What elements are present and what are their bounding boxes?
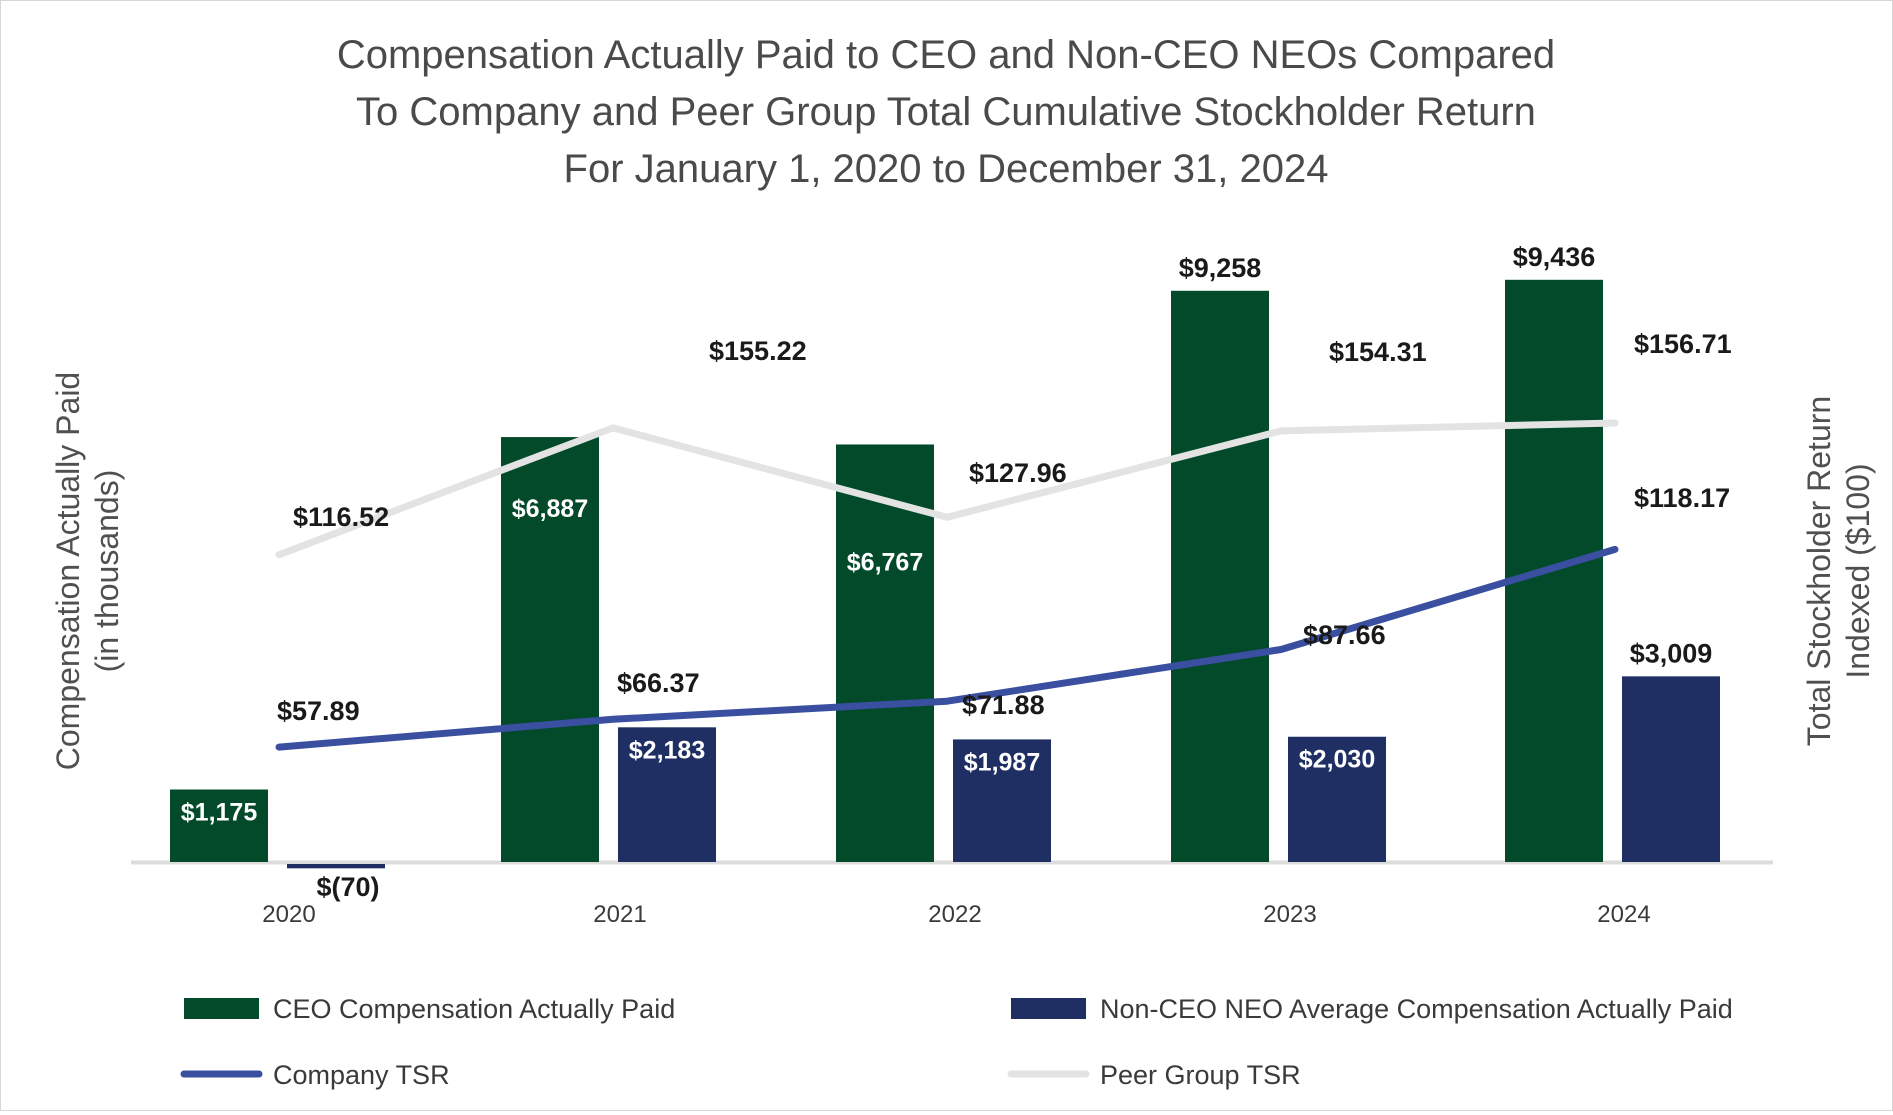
bar-label-neo-2023: $2,030	[1299, 746, 1375, 774]
peer-tsr-label-2024: $156.71	[1634, 329, 1732, 359]
bar-neo-2022	[953, 739, 1051, 862]
bar-label-ceo-2020: $1,175	[181, 799, 258, 827]
bar-neo-2021	[618, 727, 716, 862]
x-tick-2020: 2020	[262, 901, 315, 928]
title-line-3: For January 1, 2020 to December 31, 2024	[564, 147, 1329, 191]
peer-group-tsr-line	[275, 419, 1619, 559]
company-tsr-label-2021: $66.37	[617, 668, 700, 698]
peer-tsr-label-2022: $127.96	[969, 458, 1067, 488]
bar-neo-2023	[1288, 736, 1386, 862]
bar-label-ceo-2022: $6,767	[847, 548, 923, 576]
bar-ceo-2022	[836, 444, 934, 862]
legend-neo-compensation-swatch	[1011, 998, 1086, 1019]
bar-label-ceo-2024: $9,436	[1513, 242, 1596, 272]
bar-neo-2024	[1622, 676, 1720, 862]
legend-ceo-compensation-swatch	[184, 998, 259, 1019]
legend: CEO Compensation Actually Paid Non-CEO NE…	[180, 994, 1733, 1090]
y2-axis-title-line-1: Total Stockholder Return	[1801, 396, 1837, 746]
bar-label-ceo-2021: $6,887	[512, 495, 588, 523]
bar-ceo-2023	[1171, 290, 1269, 863]
company-tsr-line	[275, 545, 1619, 751]
y2-axis-title-line-2: Indexed ($100)	[1840, 463, 1876, 678]
company-tsr-label-2023: $87.66	[1303, 620, 1386, 650]
x-tick-2023: 2023	[1263, 901, 1316, 928]
title-line-2: To Company and Peer Group Total Cumulati…	[356, 90, 1536, 134]
company-tsr-label-2022: $71.88	[962, 690, 1045, 720]
legend-company-tsr-text: Company TSR	[273, 1060, 450, 1090]
y-axis-title-line-2: (in thousands)	[89, 470, 125, 673]
legend-peer-group-tsr-text: Peer Group TSR	[1100, 1060, 1301, 1090]
bar-label-neo-2022: $1,987	[964, 748, 1040, 776]
title-line-1: Compensation Actually Paid to CEO and No…	[337, 33, 1555, 77]
chart-title: Compensation Actually Paid to CEO and No…	[337, 33, 1555, 191]
y-axis-title-right: Total Stockholder Return Indexed ($100)	[1801, 396, 1876, 746]
bar-ceo-2021	[501, 437, 599, 862]
company-tsr-label-2020: $57.89	[277, 696, 360, 726]
bar-neo-2020	[287, 864, 385, 869]
bar-ceo-2020	[170, 789, 268, 862]
legend-ceo-compensation-text: CEO Compensation Actually Paid	[273, 994, 675, 1024]
x-tick-2024: 2024	[1597, 901, 1650, 928]
x-tick-2021: 2021	[593, 901, 646, 928]
y-axis-title-line-1: Compensation Actually Paid	[50, 372, 86, 770]
peer-tsr-label-2020: $116.52	[293, 502, 389, 532]
peer-tsr-label-2021: $155.22	[709, 336, 807, 366]
bar-label-ceo-2023: $9,258	[1179, 253, 1262, 283]
company-tsr-label-2024: $118.17	[1634, 483, 1730, 513]
bar-label-neo-2021: $2,183	[629, 736, 705, 764]
legend-neo-compensation-text: Non-CEO NEO Average Compensation Actuall…	[1100, 994, 1733, 1024]
y-axis-title-left: Compensation Actually Paid (in thousands…	[50, 372, 125, 770]
x-tick-2022: 2022	[928, 901, 981, 928]
plot-area: $1,175 $6,887 $6,767 $9,258 $9,436 $(70) $2,18…	[131, 242, 1773, 928]
bar-label-neo-2020: $(70)	[316, 872, 379, 902]
bar-label-neo-2024: $3,009	[1630, 638, 1713, 668]
peer-tsr-label-2023: $154.31	[1329, 337, 1427, 367]
